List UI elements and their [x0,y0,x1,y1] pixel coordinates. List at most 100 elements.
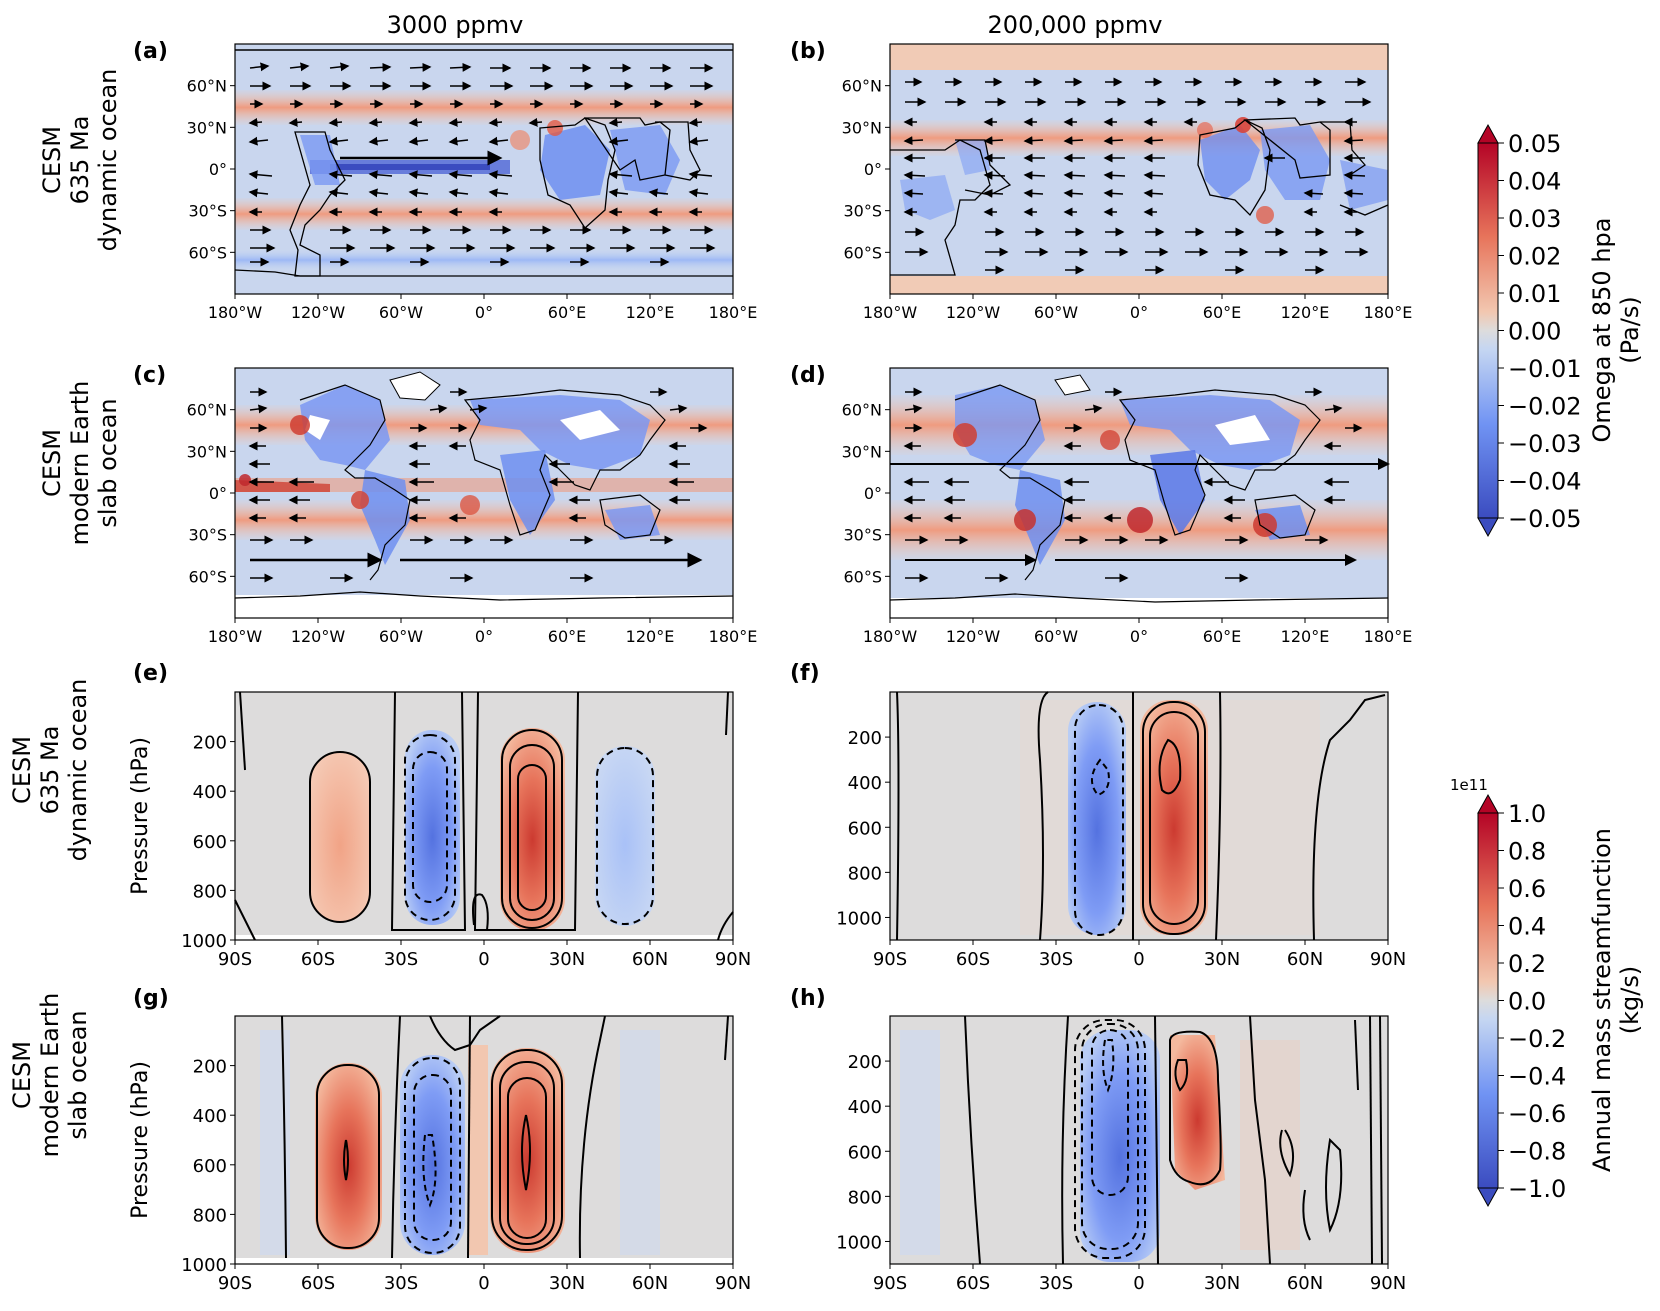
sf-e-ytick-label: 800 [193,881,227,902]
map-a-xtick-label: 180°E [709,303,758,322]
map-d-ytick-label: 0° [864,484,882,503]
sf-h-xtick-label: 60N [1287,1273,1323,1294]
sf-h-ytick-label: 200 [848,1052,882,1073]
map-b-xtick-label: 180°E [1364,303,1413,322]
panel-d-map [889,367,1390,619]
sf-e-xtick-label: 0 [478,949,489,970]
svg-text:635 Ma: 635 Ma [66,116,94,205]
map-c-xtick-label: 120°E [626,627,675,646]
sf-f-xtick-label: 30S [1039,949,1073,970]
sf-f-xtick-label: 60S [956,949,990,970]
sf-g-ytick-label: 400 [193,1106,227,1127]
svg-text:CESM: CESM [8,736,36,804]
map-b-xtick-label: 60°E [1203,303,1241,322]
colorbar-omega-tick-label: 0.04 [1508,168,1561,196]
sf-h-xtick-label: 60S [956,1273,990,1294]
colorbar-omega-tick-label: 0.05 [1508,130,1561,158]
panel-e-streamfunction [234,691,734,941]
map-b-xtick-label: 60°W [1034,303,1078,322]
sf-g-ylabel: Pressure (hPa) [128,1061,153,1219]
sf-g-xtick-label: 30N [549,1273,585,1294]
colorbar-omega-tick-label: 0.00 [1508,318,1561,346]
svg-text:CESM: CESM [38,126,66,194]
sf-g-ytick-label: 600 [193,1156,227,1177]
map-c-xtick-label: 180°E [709,627,758,646]
map-b-ytick-label: 60°N [842,77,882,96]
panel-a-map [234,43,734,295]
sf-f-ytick-label: 200 [848,728,882,749]
map-c-ytick-label: 30°S [188,526,227,545]
svg-text:slab ocean: slab ocean [64,1010,92,1139]
sf-e-ytick-label: 400 [193,782,227,803]
colorbar-omega-tick-label: −0.03 [1508,430,1582,458]
panel-g-streamfunction [234,1015,734,1265]
map-d-xtick-label: 180°W [863,627,918,646]
column-header-3000: 3000 ppmv [387,11,524,39]
panel-label-h: (h) [790,986,826,1011]
svg-text:635 Ma: 635 Ma [36,726,64,815]
panel-label-b: (b) [790,39,826,64]
sf-g-xtick-label: 0 [478,1273,489,1294]
sf-g-xtick-label: 90S [218,1273,252,1294]
colorbar-streamfunction-label-2: (kg/s) [1616,966,1644,1034]
sf-e-xtick-label: 30N [549,949,585,970]
row-label-g: CESM modern Earth slab ocean [8,993,92,1158]
panel-b-map [889,43,1389,295]
sf-g-ytick-label: 1000 [181,1255,227,1276]
map-d-xtick-label: 120°E [1281,627,1330,646]
colorbar-streamfunction-tick-label: −0.6 [1508,1100,1566,1128]
colorbar-omega-tick-label: −0.05 [1508,505,1582,533]
sf-h-xtick-label: 0 [1133,1273,1144,1294]
map-d-xtick-label: 0° [1130,627,1148,646]
map-a-xtick-label: 180°W [208,303,263,322]
colorbar-streamfunction-label-1: Annual mass streamfunction [1588,828,1616,1172]
svg-text:dynamic ocean: dynamic ocean [94,69,122,252]
colorbar-streamfunction-tick-label: 0.6 [1508,875,1546,903]
map-c-xtick-label: 180°W [208,627,263,646]
map-a-ytick-label: 60°S [188,243,227,262]
map-b-ytick-label: 30°N [842,118,882,137]
panel-c-map [234,367,734,619]
sf-h-xtick-label: 90N [1370,1273,1406,1294]
panel-label-g: (g) [133,986,169,1011]
sf-f-xtick-label: 90N [1370,949,1406,970]
sf-e-xtick-label: 30S [384,949,418,970]
sf-f-ytick-label: 400 [848,773,882,794]
sf-f-ytick-label: 600 [848,818,882,839]
map-a-ytick-label: 60°N [187,77,227,96]
map-a-ytick-label: 30°N [187,118,227,137]
colorbar-streamfunction-tick-label: 0.2 [1508,950,1546,978]
panel-label-f: (f) [790,661,820,686]
colorbar-omega-tick-label: 0.02 [1508,243,1561,271]
colorbar-omega-label-2: (Pa/s) [1616,296,1644,363]
sf-e-ytick-label: 600 [193,832,227,853]
map-c-ytick-label: 30°N [187,442,227,461]
colorbar-streamfunction-tick-label: −0.8 [1508,1138,1566,1166]
sf-e-xtick-label: 60S [301,949,335,970]
sf-g-xtick-label: 60S [301,1273,335,1294]
colorbar-streamfunction-tick-label: 0.0 [1508,988,1546,1016]
axis-labels: 180°W 120°W 60°W 0° 60°E 120°E 180°E 60°N 30°N 0°… [128,77,1412,1294]
sf-h-xtick-label: 90S [873,1273,907,1294]
sf-f-xtick-label: 30N [1204,949,1240,970]
map-a-xtick-label: 120°W [291,303,346,322]
sf-e-xtick-label: 90N [715,949,751,970]
colorbar-omega-tick-label: 0.03 [1508,205,1561,233]
map-d-xtick-label: 180°E [1364,627,1413,646]
colorbar-omega-tick-label: 0.01 [1508,280,1561,308]
row-label-a: CESM 635 Ma dynamic ocean [38,69,122,252]
sf-g-xtick-label: 90N [715,1273,751,1294]
sf-g-ytick-label: 800 [193,1205,227,1226]
svg-text:CESM: CESM [38,429,66,497]
colorbar-streamfunction-tick-label: −0.2 [1508,1025,1566,1053]
map-a-xtick-label: 60°E [548,303,586,322]
sf-e-ytick-label: 1000 [181,931,227,952]
sf-h-ytick-label: 1000 [836,1232,882,1253]
map-b-xtick-label: 120°W [946,303,1001,322]
map-b-ytick-label: 30°S [843,202,882,221]
map-b-xtick-label: 0° [1130,303,1148,322]
colorbar-omega-tick-label: −0.02 [1508,393,1582,421]
sf-f-ytick-label: 1000 [836,908,882,929]
sf-h-ytick-label: 400 [848,1097,882,1118]
